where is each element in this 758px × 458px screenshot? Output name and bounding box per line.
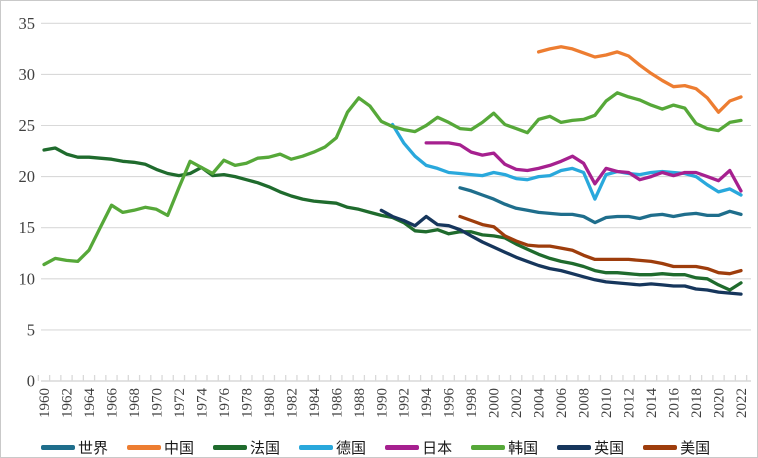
series-line-japan: [424, 141, 743, 193]
x-tick-label: 1974: [194, 388, 210, 419]
chart-legend: 世界 中国 法国 德国 日本 韩国 英国 美国: [41, 437, 711, 457]
series-line-world: [458, 186, 743, 225]
x-tick-label: 2018: [689, 388, 705, 418]
x-tick-label: 2020: [712, 388, 728, 418]
legend-item-china: 中国: [127, 437, 195, 457]
legend-swatch-japan: [385, 445, 420, 450]
x-tick-label: 2022: [734, 388, 750, 418]
y-tick-label: 0: [27, 372, 35, 391]
x-tick-label: 1970: [149, 388, 165, 418]
series-line-uk: [379, 208, 743, 296]
legend-label-china: 中国: [164, 440, 195, 457]
legend-label-france: 法国: [250, 440, 281, 457]
x-tick-label: 2016: [667, 388, 683, 419]
y-tick-label: 15: [19, 218, 36, 237]
series-line-usa: [458, 214, 743, 276]
legend-swatch-korea: [471, 445, 506, 450]
legend-item-usa: 美国: [643, 437, 711, 457]
series-line-germany: [390, 122, 743, 201]
legend-swatch-world: [41, 445, 75, 450]
x-tick-label: 1966: [104, 388, 120, 419]
y-tick-label: 35: [19, 14, 36, 33]
x-tick-label: 2006: [554, 388, 570, 419]
x-tick-label: 1990: [374, 388, 390, 418]
legend-label-korea: 韩国: [508, 440, 539, 457]
x-tick-label: 1982: [284, 388, 300, 418]
x-tick-label: 1986: [329, 388, 345, 419]
legend-item-japan: 日本: [385, 437, 453, 457]
legend-label-usa: 美国: [680, 440, 711, 457]
x-tick-label: 1984: [307, 388, 323, 419]
legend-swatch-france: [213, 445, 248, 450]
x-tick-label: 1980: [262, 388, 278, 418]
x-tick-label: 1992: [397, 388, 413, 418]
x-tick-label: 2010: [599, 388, 615, 418]
x-tick-label: 2000: [487, 388, 503, 418]
x-tick-label: 2004: [532, 388, 548, 419]
legend-label-germany: 德国: [336, 440, 367, 457]
legend-swatch-usa: [643, 445, 678, 450]
x-tick-label: 2002: [509, 388, 525, 418]
legend-swatch-germany: [299, 445, 334, 450]
legend-label-world: 世界: [78, 440, 109, 457]
x-tick-label: 1994: [419, 388, 435, 419]
x-tick-label: 1998: [464, 388, 480, 418]
x-tick-label: 1976: [217, 388, 233, 419]
y-tick-label: 30: [19, 65, 36, 84]
x-tick-label: 1978: [239, 388, 255, 418]
x-tick-label: 1960: [37, 388, 53, 418]
y-tick-label: 5: [27, 320, 35, 339]
legend-item-uk: 英国: [557, 437, 625, 457]
y-tick-label: 10: [19, 269, 36, 288]
legend-item-world: 世界: [41, 437, 109, 457]
legend-label-japan: 日本: [422, 440, 453, 457]
x-tick-label: 2012: [622, 388, 638, 418]
y-tick-label: 25: [19, 116, 36, 135]
y-tick-label: 20: [19, 167, 36, 186]
legend-item-france: 法国: [213, 437, 281, 457]
legend-item-korea: 韩国: [471, 437, 539, 457]
x-tick-label: 1962: [59, 388, 75, 418]
x-tick-label: 1972: [172, 388, 188, 418]
legend-swatch-china: [127, 445, 162, 450]
x-tick-label: 2014: [644, 388, 660, 419]
x-tick-label: 2008: [577, 388, 593, 418]
x-tick-label: 1964: [82, 388, 98, 419]
series-line-korea: [42, 91, 743, 267]
x-tick-label: 1968: [127, 388, 143, 418]
legend-item-germany: 德国: [299, 437, 367, 457]
legend-label-uk: 英国: [594, 440, 625, 457]
legend-swatch-uk: [557, 445, 592, 450]
x-tick-label: 1988: [352, 388, 368, 418]
x-tick-label: 1996: [442, 388, 458, 419]
series-line-china: [536, 45, 743, 114]
